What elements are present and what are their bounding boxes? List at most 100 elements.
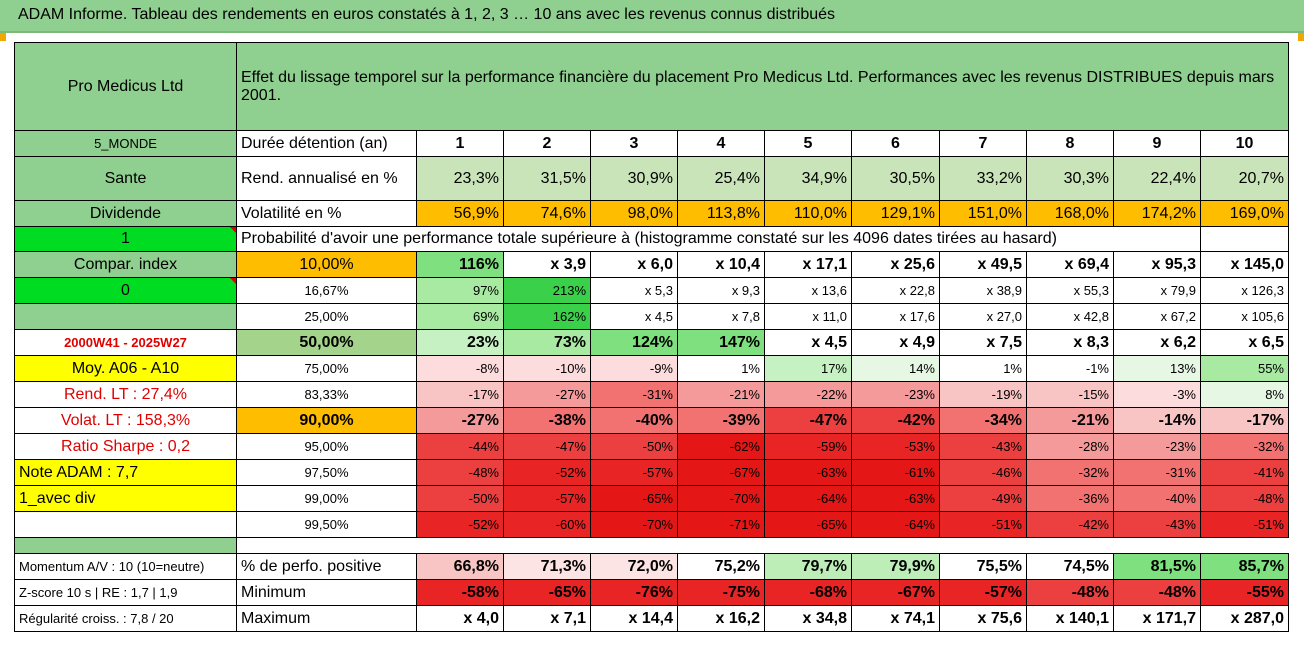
returns-table: Pro Medicus Ltd Effet du lissage temporel… [14,42,1289,632]
duration-year: 10 [1200,130,1289,157]
probability-value: -70% [590,511,678,538]
probability-value: x 4,5 [764,329,852,356]
duration-year: 6 [851,130,940,157]
period: 2000W41 - 2025W27 [14,329,237,356]
table-row: 5_MONDE Durée détention (an) 1 2 3 4 5 6 7 8 9 10 [14,130,1289,157]
probability-value: 73% [503,329,591,356]
probability-value: -53% [851,433,940,460]
probability-value: x 42,8 [1026,303,1114,330]
stat-value: -48% [1026,579,1114,606]
probability-value: -1% [1026,355,1114,382]
probability-value: -50% [416,485,504,512]
probability-value: -10% [503,355,591,382]
probability-value: -64% [851,511,940,538]
probability-value: -42% [1026,511,1114,538]
return-label: Rend. annualisé en % [236,156,417,201]
probability-value: x 38,9 [939,277,1027,304]
probability-value: -60% [503,511,591,538]
probability-value: x 6,0 [590,251,678,278]
note-adam: Note ADAM : 7,7 [14,459,237,486]
stat-row-label: Minimum [236,579,417,606]
stat-value: x 4,0 [416,605,504,632]
stat-value: 75,2% [677,553,765,580]
probability-value: 1% [677,355,765,382]
stat-value: x 7,1 [503,605,591,632]
probability-value: x 7,5 [939,329,1027,356]
stat-value: x 16,2 [677,605,765,632]
probability-value: -15% [1026,381,1114,408]
title-bar: ADAM Informe. Tableau des rendements en … [0,0,1304,33]
table-row: 0 16,67% 97% 213% x 5,3 x 9,3 x 13,6 x 22,8 x 38… [14,277,1289,304]
volat-lt: Volat. LT : 158,3% [14,407,237,434]
probability-value: -43% [1113,511,1201,538]
return-value: 25,4% [677,156,765,201]
duration-year: 3 [590,130,678,157]
probability-value: -52% [503,459,591,486]
stat-value: 79,9% [851,553,940,580]
probability-value: -39% [677,407,765,434]
probability-value: 14% [851,355,940,382]
compar-value: 0 [14,277,237,304]
probability-value: 116% [416,251,504,278]
probability-value: -50% [590,433,678,460]
probability-value: x 79,9 [1113,277,1201,304]
probability-value: x 69,4 [1026,251,1114,278]
stat-value: 81,5% [1113,553,1201,580]
stat-value: -75% [677,579,765,606]
dividend-label: Dividende [14,200,237,227]
volatility-value: 151,0% [939,200,1027,227]
probability-value: -64% [764,485,852,512]
empty-cell [14,511,237,538]
probability-value: 69% [416,303,504,330]
probability-value: -21% [1026,407,1114,434]
probability-threshold: 75,00% [236,355,417,382]
probability-value: -23% [1113,433,1201,460]
duration-year: 5 [764,130,852,157]
probability-value: 97% [416,277,504,304]
duration-year: 1 [416,130,504,157]
sector-label: Sante [14,156,237,201]
probability-threshold: 99,50% [236,511,417,538]
report-title: ADAM Informe. Tableau des rendements en … [18,6,836,23]
probability-value: x 9,3 [677,277,765,304]
probability-value: -62% [677,433,765,460]
probability-value: -57% [503,485,591,512]
probability-value: x 6,2 [1113,329,1201,356]
table-row: 1 Probabilité d'avoir une performance tot… [14,226,1289,252]
return-value: 23,3% [416,156,504,201]
table-row: Dividende Volatilité en % 56,9% 74,6% 98,0% 1… [14,200,1289,227]
stat-value: x 74,1 [851,605,940,632]
compar-label: Compar. index [14,251,237,278]
right-marker [1298,33,1304,41]
description: Effet du lissage temporel sur la perform… [236,42,1289,131]
probability-value: 13% [1113,355,1201,382]
duration-year: 8 [1026,130,1114,157]
table-row: Note ADAM : 7,7 97,50% -48% -52% -57% -67% -63… [14,459,1289,486]
probability-threshold: 90,00% [236,407,417,434]
probability-value: x 13,6 [764,277,852,304]
probability-threshold: 25,00% [236,303,417,330]
probability-threshold: 16,67% [236,277,417,304]
return-value: 31,5% [503,156,591,201]
probability-value: x 67,2 [1113,303,1201,330]
stat-row-label: Maximum [236,605,417,632]
table-row: 2000W41 - 2025W27 50,00% 23% 73% 124% 147% x 4… [14,329,1289,356]
volatility-value: 56,9% [416,200,504,227]
probability-threshold: 83,33% [236,381,417,408]
volatility-value: 129,1% [851,200,940,227]
table-row: Ratio Sharpe : 0,2 95,00% -44% -47% -50% -62%… [14,433,1289,460]
duration-year: 4 [677,130,765,157]
probability-value: x 95,3 [1113,251,1201,278]
probability-value: x 11,0 [764,303,852,330]
stat-value: x 171,7 [1113,605,1201,632]
probability-value: -63% [764,459,852,486]
spacer [237,538,1289,554]
stat-value: 66,8% [416,553,504,580]
empty-green [14,303,237,330]
probability-value: -51% [1200,511,1289,538]
table-row: Volat. LT : 158,3% 90,00% -27% -38% -40% -39%… [14,407,1289,434]
probability-threshold: 97,50% [236,459,417,486]
probability-threshold: 95,00% [236,433,417,460]
stat-value: 79,7% [764,553,852,580]
probability-value: -48% [1200,485,1289,512]
